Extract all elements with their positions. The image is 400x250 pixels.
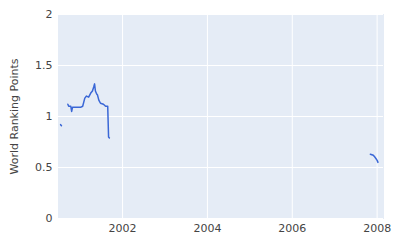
svg-text:2004: 2004 [193, 222, 221, 235]
svg-text:World Ranking Points: World Ranking Points [8, 58, 21, 174]
svg-text:0: 0 [46, 212, 53, 225]
svg-text:2: 2 [46, 8, 53, 21]
svg-text:2006: 2006 [278, 222, 306, 235]
svg-text:2002: 2002 [109, 222, 137, 235]
svg-text:2008: 2008 [363, 222, 391, 235]
svg-text:1.5: 1.5 [35, 59, 53, 72]
svg-text:0.5: 0.5 [35, 161, 53, 174]
svg-text:1: 1 [46, 110, 53, 123]
